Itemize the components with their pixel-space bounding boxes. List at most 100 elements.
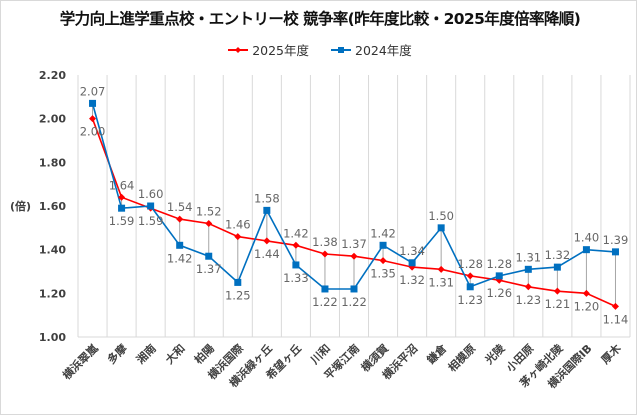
data-point-2025[interactable] xyxy=(437,265,445,273)
data-point-2024[interactable] xyxy=(234,278,242,286)
data-label-2025: 1.26 xyxy=(486,286,512,300)
data-point-2024[interactable] xyxy=(118,204,126,212)
data-point-2024[interactable] xyxy=(263,206,271,214)
legend-label-2025: 2025年度 xyxy=(252,43,309,58)
data-point-2024[interactable] xyxy=(292,261,300,269)
data-point-2024[interactable] xyxy=(147,202,155,210)
data-point-2024[interactable] xyxy=(205,252,213,260)
high-low-lines xyxy=(92,103,616,307)
data-point-2024[interactable] xyxy=(582,246,590,254)
data-point-2025[interactable] xyxy=(582,289,590,297)
data-point-2024[interactable] xyxy=(89,99,97,107)
data-point-2025[interactable] xyxy=(176,215,184,223)
y-tick-label: 1.80 xyxy=(39,156,66,169)
data-point-2025[interactable] xyxy=(263,237,271,245)
data-label-2025: 1.52 xyxy=(196,204,222,218)
data-label-2025: 1.44 xyxy=(254,247,280,261)
x-tick-label: 柏陽 xyxy=(191,341,216,366)
x-tick-label: 横浜翠嵐 xyxy=(60,341,102,383)
data-label-2024: 1.37 xyxy=(196,262,222,276)
data-point-2025[interactable] xyxy=(292,241,300,249)
data-label-2025: 1.32 xyxy=(399,273,425,287)
data-point-2024[interactable] xyxy=(524,265,532,273)
series-markers xyxy=(89,99,619,310)
legend-marker-2024-icon xyxy=(331,46,351,53)
data-point-2024[interactable] xyxy=(350,285,358,293)
data-point-2024[interactable] xyxy=(176,241,184,249)
data-point-2024[interactable] xyxy=(437,224,445,232)
data-point-2025[interactable] xyxy=(118,193,126,201)
data-label-2024: 1.23 xyxy=(457,293,483,307)
data-label-2025: 1.35 xyxy=(370,267,396,281)
data-label-2025: 1.14 xyxy=(603,312,629,326)
x-tick-label: 厚木 xyxy=(598,341,624,367)
legend-label-2024: 2024年度 xyxy=(355,43,412,58)
x-tick-label: 湘南 xyxy=(133,341,158,366)
data-label-2024: 2.07 xyxy=(80,84,106,98)
data-point-2025[interactable] xyxy=(350,252,358,260)
data-point-2024[interactable] xyxy=(408,259,416,267)
x-tick-label: 鎌倉 xyxy=(423,341,450,368)
data-point-2024[interactable] xyxy=(611,248,619,256)
data-label-2024: 1.42 xyxy=(370,226,396,240)
data-point-2024[interactable] xyxy=(379,241,387,249)
data-point-2024[interactable] xyxy=(466,283,474,291)
data-point-2025[interactable] xyxy=(611,302,619,310)
x-tick-label: 川和 xyxy=(307,341,333,367)
data-label-2024: 1.32 xyxy=(545,248,571,262)
y-tick-label: 2.00 xyxy=(39,113,66,126)
data-label-2024: 1.59 xyxy=(109,214,135,228)
data-label-2024: 1.22 xyxy=(341,295,367,309)
x-tick-label: 相模原 xyxy=(445,341,478,374)
data-label-2025: 1.42 xyxy=(283,226,309,240)
y-tick-label: 2.20 xyxy=(39,69,66,82)
data-label-2024: 1.58 xyxy=(254,191,280,205)
data-label-2025: 1.64 xyxy=(109,178,135,192)
data-label-2025: 1.59 xyxy=(138,214,164,228)
data-label-2024: 1.22 xyxy=(312,295,338,309)
legend-item-2024[interactable]: 2024年度 xyxy=(331,40,412,59)
data-label-2025: 1.46 xyxy=(225,218,251,232)
data-label-2024: 1.60 xyxy=(138,187,164,201)
data-label-2024: 1.39 xyxy=(603,233,629,247)
y-tick-labels: 1.00 1.20 1.40 1.60 1.80 2.00 2.20 xyxy=(39,69,66,344)
y-tick-label: 1.20 xyxy=(39,287,66,300)
data-point-2025[interactable] xyxy=(524,283,532,291)
data-labels: 2.002.071.641.59 1.591.601.541.421.521.37… xyxy=(80,84,629,326)
data-label-2025: 1.23 xyxy=(516,293,542,307)
data-point-2025[interactable] xyxy=(234,233,242,241)
y-tick-label: 1.40 xyxy=(39,244,66,257)
data-point-2025[interactable] xyxy=(553,287,561,295)
data-point-2025[interactable] xyxy=(205,219,213,227)
data-point-2025[interactable] xyxy=(466,272,474,280)
data-label-2024: 1.28 xyxy=(486,257,512,271)
y-tick-label: 1.60 xyxy=(39,200,66,213)
data-label-2025: 1.20 xyxy=(574,299,600,313)
data-label-2025: 1.54 xyxy=(167,200,193,214)
y-tick-label: 1.00 xyxy=(39,331,66,344)
legend-item-2025[interactable]: 2025年度 xyxy=(228,40,309,59)
data-label-2024: 1.31 xyxy=(516,250,542,264)
data-point-2025[interactable] xyxy=(379,257,387,265)
data-label-2025: 1.38 xyxy=(312,235,338,249)
data-point-2024[interactable] xyxy=(321,285,329,293)
legend: 2025年度 2024年度 xyxy=(0,40,640,59)
data-label-2025: 1.28 xyxy=(457,257,483,271)
vertical-gridlines xyxy=(77,75,631,337)
data-point-2025[interactable] xyxy=(89,115,97,123)
data-label-2024: 1.40 xyxy=(574,231,600,245)
x-tick-label: 大和 xyxy=(162,341,187,366)
x-tick-label: 光陵 xyxy=(481,341,508,368)
data-label-2025: 1.37 xyxy=(341,237,367,251)
data-label-2024: 1.50 xyxy=(428,209,454,223)
data-point-2024[interactable] xyxy=(553,263,561,271)
data-label-2024: 1.42 xyxy=(167,251,193,265)
data-label-2024: 1.33 xyxy=(283,271,309,285)
data-point-2025[interactable] xyxy=(321,250,329,258)
chart-title: 学力向上進学重点校・エントリー校 競争率(昨年度比較・2025年度倍率降順) xyxy=(59,10,581,28)
data-point-2024[interactable] xyxy=(495,272,503,280)
y-axis-label: (倍) xyxy=(10,199,31,213)
